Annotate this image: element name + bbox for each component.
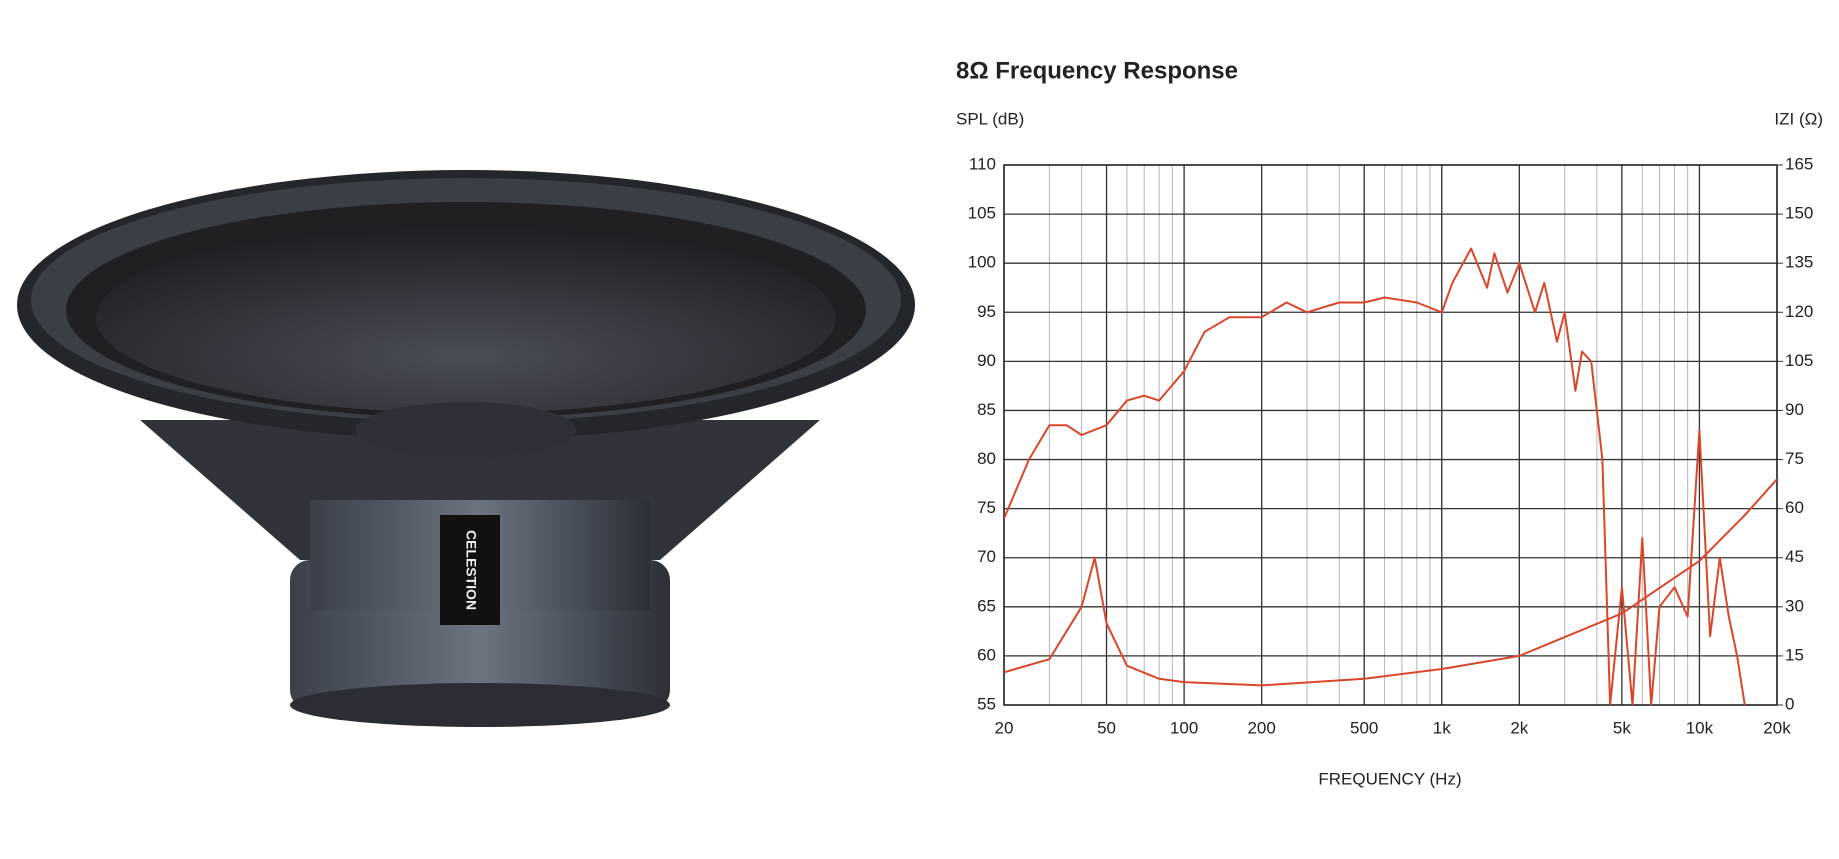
y2-tick-label: 0 <box>1785 694 1794 713</box>
y2-tick-label: 75 <box>1785 449 1804 468</box>
y2-tick-label: 165 <box>1785 154 1813 173</box>
y-tick-label: 75 <box>977 498 996 517</box>
brand-label: CELESTION <box>463 530 479 610</box>
x-tick-label: 50 <box>1097 718 1116 737</box>
y-tick-label: 85 <box>977 400 996 419</box>
x-tick-label: 500 <box>1350 718 1378 737</box>
y2-tick-label: 120 <box>1785 302 1813 321</box>
chart-title: 8Ω Frequency Response <box>956 57 1238 84</box>
y-tick-label: 60 <box>977 645 996 664</box>
plot-area <box>1004 247 1777 705</box>
x-tick-label: 1k <box>1433 718 1451 737</box>
x-tick-label: 20 <box>995 718 1014 737</box>
plot-frame <box>1003 164 1778 706</box>
y-tick-label: 65 <box>977 596 996 615</box>
y-tick-label: 80 <box>977 449 996 468</box>
y-tick-label: 110 <box>969 154 996 173</box>
x-axis-label: FREQUENCY (Hz) <box>1318 769 1461 788</box>
x-tick-label: 10k <box>1686 718 1714 737</box>
x-tick-label: 100 <box>1170 718 1198 737</box>
y-tick-label: 90 <box>977 351 996 370</box>
y2-axis-label: IZI (Ω) <box>1774 109 1823 128</box>
x-tick-label: 200 <box>1247 718 1275 737</box>
y-tick-label: 70 <box>977 547 996 566</box>
y2-tick-label: 45 <box>1785 547 1804 566</box>
y2-tick-label: 90 <box>1785 400 1804 419</box>
x-tick-label: 5k <box>1613 718 1631 737</box>
y-tick-label: 105 <box>968 204 996 223</box>
y2-tick-label: 150 <box>1785 204 1813 223</box>
y2-tick-label: 60 <box>1785 498 1804 517</box>
y2-tick-label: 30 <box>1785 596 1804 615</box>
y2-tick-label: 135 <box>1785 253 1813 272</box>
y-axis-label: SPL (dB) <box>956 109 1024 128</box>
y2-tick-label: 15 <box>1785 645 1804 664</box>
x-tick-label: 2k <box>1510 718 1528 737</box>
y2-tick-label: 105 <box>1785 351 1813 370</box>
data-line <box>1004 478 1777 687</box>
y-tick-label: 95 <box>977 302 996 321</box>
speaker-photo: CELESTION <box>17 170 915 727</box>
x-tick-label: 20k <box>1763 718 1791 737</box>
data-line <box>1004 247 1746 705</box>
y-tick-label: 55 <box>977 694 996 713</box>
y-tick-label: 100 <box>968 253 996 272</box>
